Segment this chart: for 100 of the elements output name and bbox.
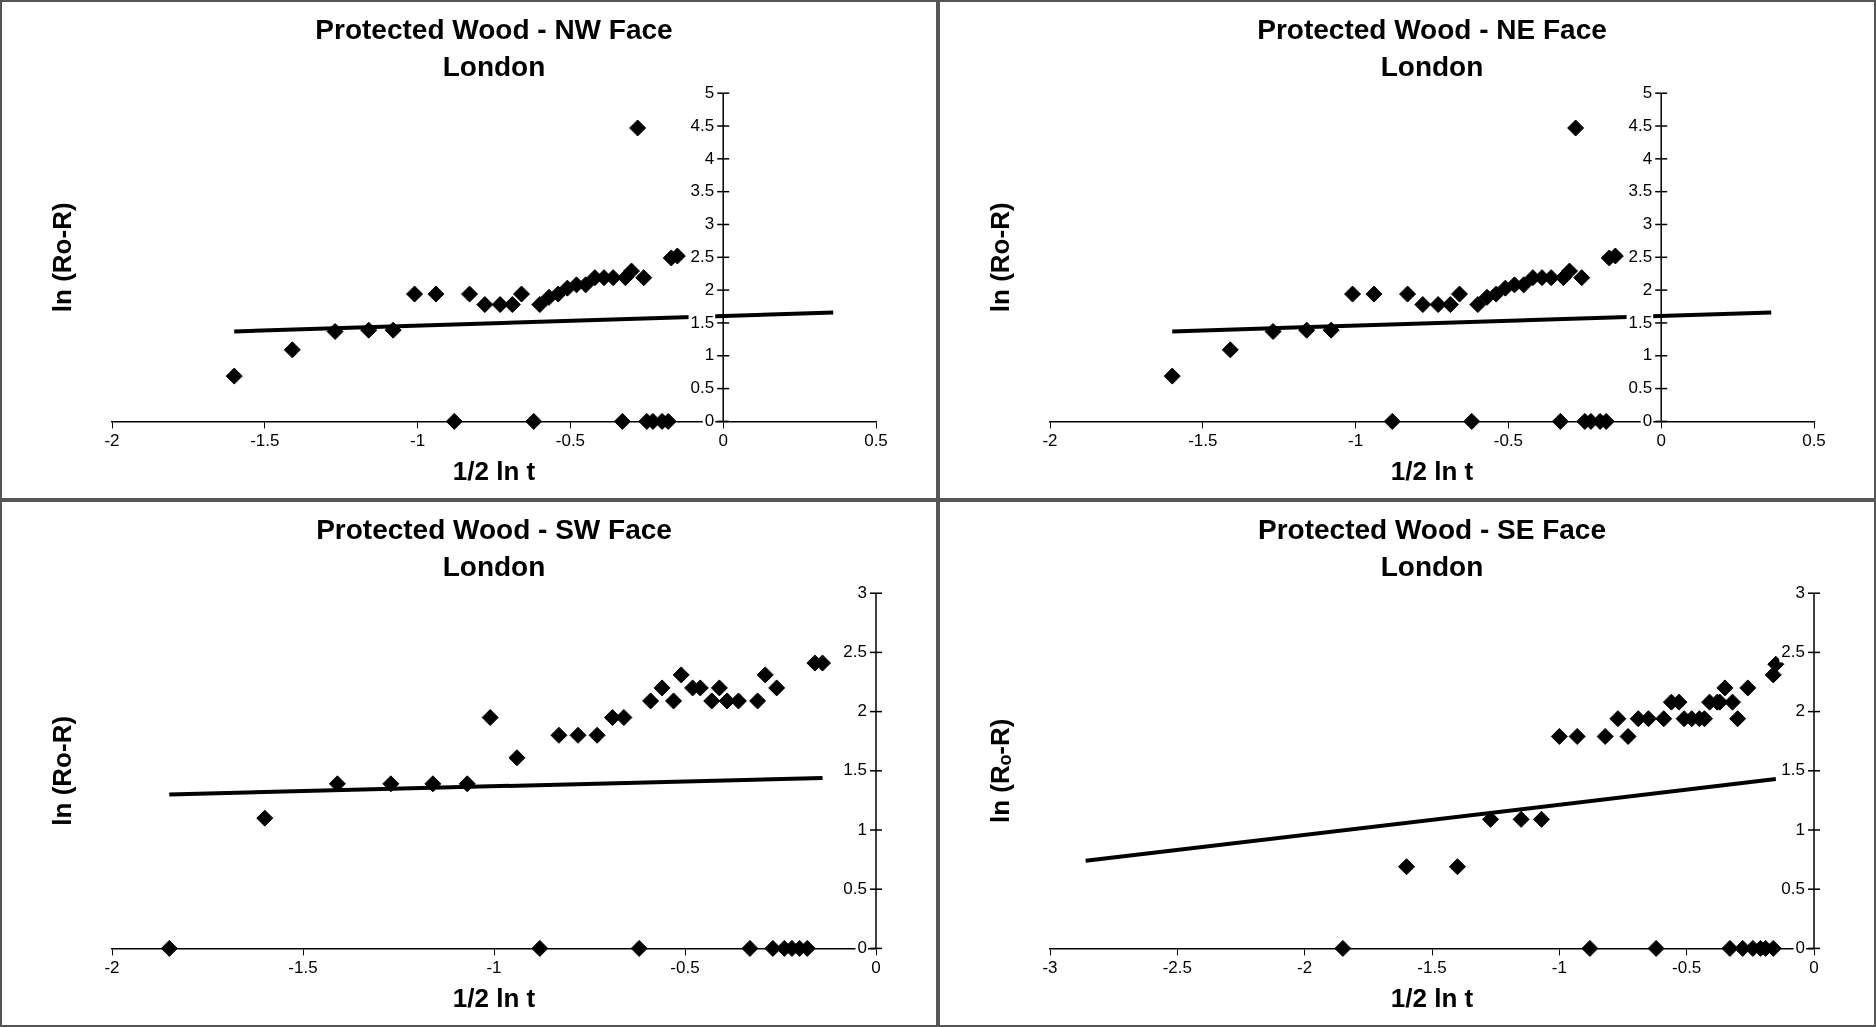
point — [382, 775, 400, 793]
point — [703, 692, 721, 710]
point — [1463, 412, 1481, 430]
x-axis-title: 1/2 ln t — [1390, 982, 1474, 1013]
point — [1609, 710, 1627, 728]
point — [525, 412, 543, 430]
point — [1451, 285, 1468, 303]
point — [623, 262, 641, 280]
point — [458, 775, 476, 793]
point — [384, 321, 402, 339]
point — [1264, 322, 1282, 340]
y-tick-label: 0.5 — [1628, 378, 1653, 398]
chart-title: Protected Wood - NW Face — [315, 13, 673, 45]
point — [531, 296, 549, 314]
point — [1398, 858, 1416, 876]
point — [569, 726, 587, 744]
x-tick-label: -1.5 — [1188, 431, 1218, 451]
y-axis-title: ln (Rₒ-R) — [985, 718, 1016, 824]
point — [1573, 269, 1591, 287]
x-tick-label: -0.5 — [1672, 958, 1702, 978]
x-tick-label: -0.5 — [670, 958, 700, 978]
point — [653, 679, 671, 697]
point — [1568, 727, 1586, 745]
y-axis-title: ln (Ro-R) — [47, 202, 78, 313]
point — [1619, 727, 1637, 745]
point — [1163, 367, 1181, 385]
chart-subtitle: London — [1380, 551, 1484, 583]
point — [768, 679, 786, 697]
x-tick-label: -0.5 — [555, 431, 586, 451]
point — [1581, 939, 1599, 957]
x-tick-label: -1 — [486, 958, 502, 978]
y-tick-label: 1.5 — [1628, 312, 1653, 332]
point — [445, 412, 463, 430]
y-axis-title: ln (Ro-R) — [47, 715, 78, 826]
point — [1322, 321, 1340, 339]
point — [1399, 285, 1417, 303]
y-tick-label: 3 — [857, 582, 867, 602]
point — [406, 285, 424, 303]
x-axis-title: 1/2 ln t — [1390, 455, 1474, 486]
point — [550, 726, 568, 744]
point — [424, 775, 442, 793]
point — [756, 666, 774, 684]
x-tick-label: 0 — [1809, 958, 1819, 978]
point — [1469, 296, 1487, 314]
point — [491, 296, 509, 314]
x-tick-label: 0 — [1656, 431, 1666, 451]
point — [461, 285, 479, 303]
y-tick-label: 1.5 — [843, 760, 867, 780]
point — [1221, 341, 1239, 359]
x-tick-label: -1.5 — [250, 431, 280, 451]
y-tick-label: 4 — [1642, 148, 1653, 168]
x-tick-label: -1 — [410, 431, 426, 451]
x-tick-label: -1 — [1551, 958, 1567, 978]
point — [1383, 412, 1401, 430]
point — [513, 285, 530, 303]
point — [283, 341, 301, 359]
point — [1344, 285, 1362, 303]
y-tick-label: 3.5 — [690, 181, 715, 201]
x-tick-label: -1 — [1348, 431, 1364, 451]
point — [1550, 727, 1568, 745]
chart-title: Protected Wood - SW Face — [316, 513, 672, 545]
y-tick-label: 3 — [1795, 582, 1805, 602]
point — [1551, 412, 1569, 430]
point — [1429, 296, 1447, 314]
point — [749, 692, 767, 710]
point — [588, 726, 606, 744]
y-tick-label: 1 — [1642, 345, 1653, 365]
point — [635, 269, 653, 287]
point — [256, 809, 274, 827]
point — [1655, 710, 1673, 728]
y-tick-label: 5 — [704, 82, 715, 102]
point — [1596, 727, 1614, 745]
y-tick-label: 0.5 — [843, 878, 867, 898]
point — [1729, 710, 1747, 728]
point — [642, 692, 660, 710]
y-tick-label: 2.5 — [843, 642, 867, 662]
y-tick-label: 3 — [1642, 214, 1653, 234]
y-tick-label: 0 — [857, 938, 867, 958]
point — [629, 119, 647, 137]
point — [1561, 262, 1579, 280]
point — [672, 666, 690, 684]
chart-subtitle: London — [1380, 51, 1484, 83]
y-tick-label: 4.5 — [690, 115, 715, 135]
point — [225, 367, 243, 385]
y-tick-label: 0 — [1795, 938, 1805, 958]
point — [741, 939, 759, 957]
chart-title: Protected Wood - NE Face — [1257, 13, 1607, 45]
point — [1716, 679, 1734, 697]
y-tick-label: 2 — [704, 279, 715, 299]
y-tick-label: 0 — [704, 411, 715, 431]
point — [1365, 285, 1383, 303]
y-tick-label: 2 — [1642, 279, 1653, 299]
point — [481, 709, 499, 727]
y-tick-label: 1.5 — [690, 312, 715, 332]
x-tick-label: -2 — [104, 958, 120, 978]
x-axis-title: 1/2 ln t — [452, 455, 536, 486]
y-tick-label: 4 — [704, 148, 715, 168]
y-tick-label: 4.5 — [1628, 115, 1653, 135]
point — [326, 322, 344, 340]
point — [360, 321, 378, 339]
